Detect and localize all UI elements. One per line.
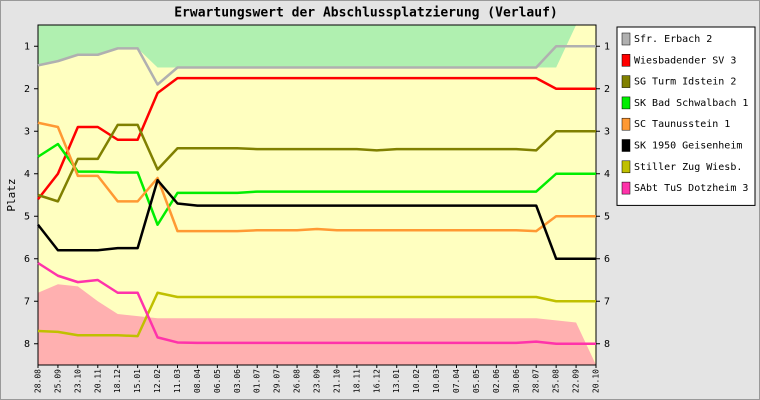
x-tick-label: 10.02 xyxy=(412,369,421,393)
x-tick-label: 20.11 xyxy=(93,369,102,393)
x-tick-label: 25.09 xyxy=(53,369,62,393)
x-tick-label: 23.09 xyxy=(313,369,322,393)
legend-label: SK Bad Schwalbach 1 xyxy=(634,98,748,109)
series-line xyxy=(37,178,596,260)
y-tick-label: 6 xyxy=(24,254,30,265)
legend-swatch xyxy=(621,54,631,67)
legend-box xyxy=(616,26,756,206)
x-tick-label: 21.10 xyxy=(332,369,341,393)
x-tick-label: 15.01 xyxy=(133,369,142,393)
series-line xyxy=(37,76,596,201)
y-tick-label: 4 xyxy=(24,169,30,180)
series-line xyxy=(37,291,596,338)
legend-label: SK 1950 Geisenheim xyxy=(634,141,742,152)
legend-label: SC Taunusstein 1 xyxy=(634,119,730,130)
y-tick-label: 3 xyxy=(24,126,30,137)
x-tick-label: 18.11 xyxy=(352,369,361,393)
chart-title: Erwartungswert der Abschlussplatzierung … xyxy=(174,6,558,21)
x-tick-label: 08.04 xyxy=(193,369,202,393)
series-line xyxy=(37,45,596,86)
series-line xyxy=(37,121,596,233)
x-tick-label: 23.10 xyxy=(73,369,82,393)
legend-label: SAbt TuS Dotzheim 3 xyxy=(634,183,748,194)
legend-swatch xyxy=(621,96,631,110)
x-tick-label: 01.07 xyxy=(253,369,262,393)
y-tick-label-right: 7 xyxy=(604,296,610,307)
y-tick-label-right: 1 xyxy=(604,41,610,52)
y-tick-label: 2 xyxy=(24,84,30,95)
legend-swatch xyxy=(621,139,631,152)
legend-swatch xyxy=(621,117,631,131)
y-tick-label: 7 xyxy=(24,296,30,307)
x-tick-label: 29.07 xyxy=(273,369,282,393)
x-tick-label: 28.08 xyxy=(34,369,43,393)
x-tick-label: 16.12 xyxy=(372,369,381,393)
x-tick-label: 26.08 xyxy=(293,369,302,393)
y-tick-label: 5 xyxy=(24,211,30,222)
series-line xyxy=(37,142,596,226)
y-tick-label-right: 6 xyxy=(604,254,610,265)
plot-background xyxy=(38,25,596,365)
zone xyxy=(38,284,596,365)
x-tick-label: 06.05 xyxy=(213,369,222,393)
legend-swatch xyxy=(621,32,631,46)
x-tick-label: 13.01 xyxy=(392,369,401,393)
y-tick-label: 8 xyxy=(24,339,30,350)
y-tick-label-right: 8 xyxy=(604,339,610,350)
x-tick-label: 11.03 xyxy=(173,369,182,393)
legend-swatch xyxy=(621,181,631,195)
x-tick-label: 05.05 xyxy=(472,369,481,393)
legend-swatch xyxy=(621,160,631,174)
y-tick-label-right: 3 xyxy=(604,126,610,137)
y-tick-label-right: 2 xyxy=(604,84,610,95)
x-tick-label: 20.10 xyxy=(592,369,601,393)
x-tick-label: 03.06 xyxy=(233,369,242,393)
series-line xyxy=(37,261,596,345)
series-line xyxy=(37,123,596,203)
y-tick-label-right: 5 xyxy=(604,211,610,222)
x-tick-label: 25.08 xyxy=(552,369,561,393)
x-tick-label: 30.06 xyxy=(512,369,521,393)
x-tick-label: 10.03 xyxy=(432,369,441,393)
x-tick-label: 18.12 xyxy=(113,369,122,393)
x-tick-label: 22.09 xyxy=(572,369,581,393)
x-tick-label: 02.06 xyxy=(492,369,501,393)
zone xyxy=(38,25,596,68)
y-tick-label-right: 4 xyxy=(604,169,610,180)
y-axis-label: Platz xyxy=(5,178,18,211)
legend-label: SG Turm Idstein 2 xyxy=(634,77,736,88)
legend-label: Sfr. Erbach 2 xyxy=(634,34,712,45)
legend-label: Wiesbadender SV 3 xyxy=(634,55,736,66)
y-tick-label: 1 xyxy=(24,41,30,52)
x-tick-label: 07.04 xyxy=(452,369,461,393)
x-tick-label: 28.07 xyxy=(532,369,541,393)
legend-label: Stiller Zug Wiesb. xyxy=(634,162,742,173)
x-tick-label: 12.02 xyxy=(153,369,162,393)
legend-swatch xyxy=(621,75,631,88)
